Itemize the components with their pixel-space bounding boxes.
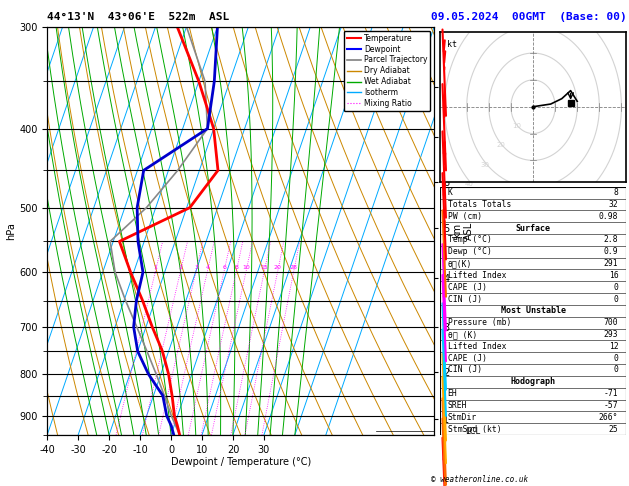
- Legend: Temperature, Dewpoint, Parcel Trajectory, Dry Adiabat, Wet Adiabat, Isotherm, Mi: Temperature, Dewpoint, Parcel Trajectory…: [344, 31, 430, 111]
- Text: 2: 2: [179, 265, 182, 270]
- Text: 09.05.2024  00GMT  (Base: 00): 09.05.2024 00GMT (Base: 00): [431, 12, 626, 22]
- Text: CAPE (J): CAPE (J): [448, 354, 487, 363]
- Text: 6: 6: [222, 265, 226, 270]
- Text: PW (cm): PW (cm): [448, 212, 482, 221]
- Text: 12: 12: [609, 342, 618, 351]
- Text: Dewp (°C): Dewp (°C): [448, 247, 491, 256]
- Text: -57: -57: [604, 401, 618, 410]
- Text: CIN (J): CIN (J): [448, 295, 482, 304]
- Text: 3: 3: [194, 265, 198, 270]
- Text: 16: 16: [609, 271, 618, 280]
- Text: 25: 25: [609, 425, 618, 434]
- Text: θᴇ(K): θᴇ(K): [448, 259, 472, 268]
- Text: 0.98: 0.98: [599, 212, 618, 221]
- Y-axis label: hPa: hPa: [6, 222, 16, 240]
- Text: 291: 291: [604, 259, 618, 268]
- Text: 40: 40: [465, 181, 474, 187]
- Text: Surface: Surface: [516, 224, 550, 233]
- Y-axis label: km
ASL: km ASL: [452, 222, 474, 240]
- Text: 20: 20: [497, 142, 506, 148]
- Text: 4: 4: [206, 265, 209, 270]
- Text: θᴇ (K): θᴇ (K): [448, 330, 477, 339]
- Text: 30: 30: [481, 162, 490, 168]
- Text: 0: 0: [613, 283, 618, 292]
- Text: 2.8: 2.8: [604, 235, 618, 244]
- Text: LCL: LCL: [465, 427, 481, 436]
- Text: Lifted Index: Lifted Index: [448, 271, 506, 280]
- Text: Lifted Index: Lifted Index: [448, 342, 506, 351]
- Text: StmSpd (kt): StmSpd (kt): [448, 425, 501, 434]
- Text: Pressure (mb): Pressure (mb): [448, 318, 511, 327]
- Text: Hodograph: Hodograph: [511, 377, 555, 386]
- Text: 293: 293: [604, 330, 618, 339]
- Text: kt: kt: [447, 40, 457, 49]
- Text: Temp (°C): Temp (°C): [448, 235, 491, 244]
- Text: Totals Totals: Totals Totals: [448, 200, 511, 209]
- Text: K: K: [448, 188, 452, 197]
- Text: 15: 15: [260, 265, 268, 270]
- Text: 1: 1: [153, 265, 157, 270]
- Text: StmDir: StmDir: [448, 413, 477, 422]
- Text: 266°: 266°: [599, 413, 618, 422]
- Text: EH: EH: [448, 389, 457, 398]
- Text: © weatheronline.co.uk: © weatheronline.co.uk: [431, 474, 528, 484]
- Text: 700: 700: [604, 318, 618, 327]
- Text: 20: 20: [274, 265, 282, 270]
- Text: 28: 28: [290, 265, 298, 270]
- Text: CIN (J): CIN (J): [448, 365, 482, 374]
- Text: 8: 8: [613, 188, 618, 197]
- Text: 0: 0: [613, 295, 618, 304]
- Text: 0: 0: [613, 354, 618, 363]
- Text: 10: 10: [242, 265, 250, 270]
- X-axis label: Dewpoint / Temperature (°C): Dewpoint / Temperature (°C): [170, 457, 311, 468]
- Text: 0: 0: [613, 365, 618, 374]
- Text: -71: -71: [604, 389, 618, 398]
- Text: CAPE (J): CAPE (J): [448, 283, 487, 292]
- Text: 32: 32: [609, 200, 618, 209]
- Text: SREH: SREH: [448, 401, 467, 410]
- Text: Most Unstable: Most Unstable: [501, 306, 565, 315]
- Text: 10: 10: [513, 123, 521, 129]
- Text: 8: 8: [235, 265, 238, 270]
- Text: 44°13'N  43°06'E  522m  ASL: 44°13'N 43°06'E 522m ASL: [47, 12, 230, 22]
- Text: 0.9: 0.9: [604, 247, 618, 256]
